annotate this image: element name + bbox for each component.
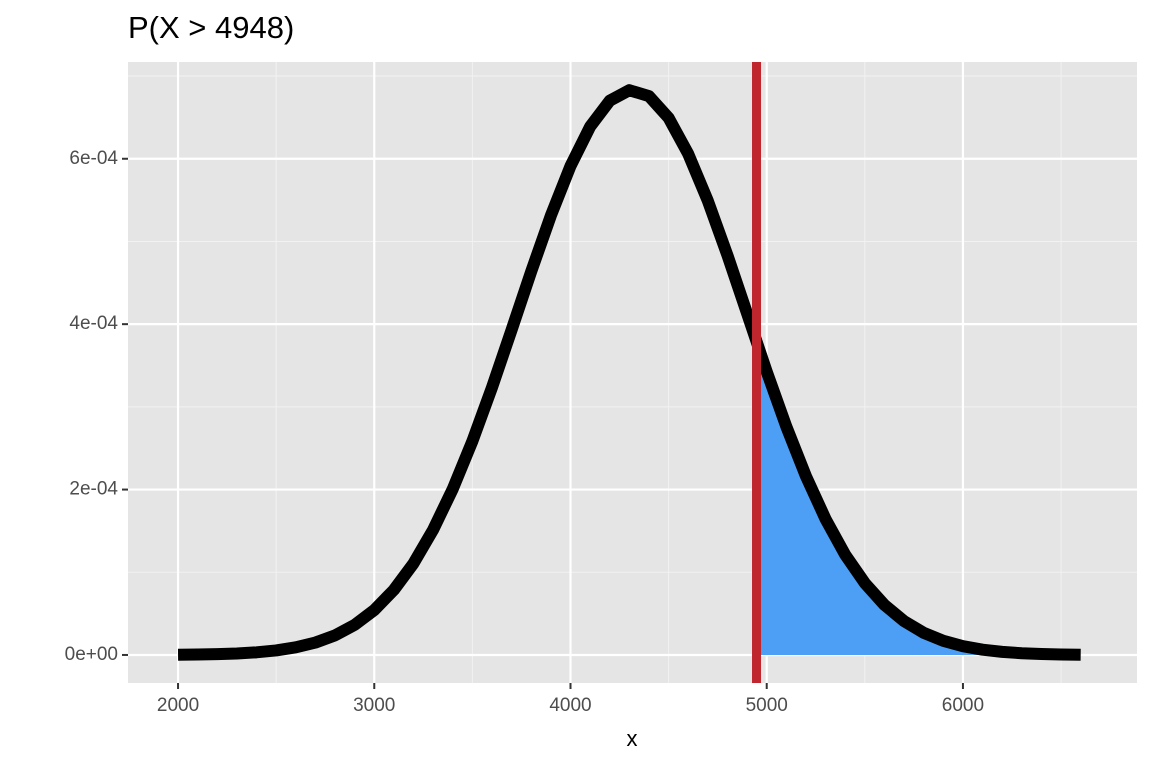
y-tick-label: 6e-04 <box>69 148 118 169</box>
x-tick-label: 4000 <box>549 695 591 716</box>
x-tick-label: 5000 <box>746 695 788 716</box>
shaded-area <box>756 341 1081 655</box>
y-tick-label: 0e+00 <box>65 644 118 665</box>
density-line <box>177 84 1081 661</box>
x-axis-label: x <box>627 726 638 751</box>
x-tick-label: 3000 <box>353 695 395 716</box>
x-tick-label: 2000 <box>157 695 199 716</box>
chart-title: P(X > 4948) <box>128 10 294 45</box>
y-tick-label: 4e-04 <box>69 313 118 334</box>
y-tick-label: 2e-04 <box>69 479 118 500</box>
panel <box>128 62 1137 683</box>
x-tick-label: 6000 <box>942 695 984 716</box>
